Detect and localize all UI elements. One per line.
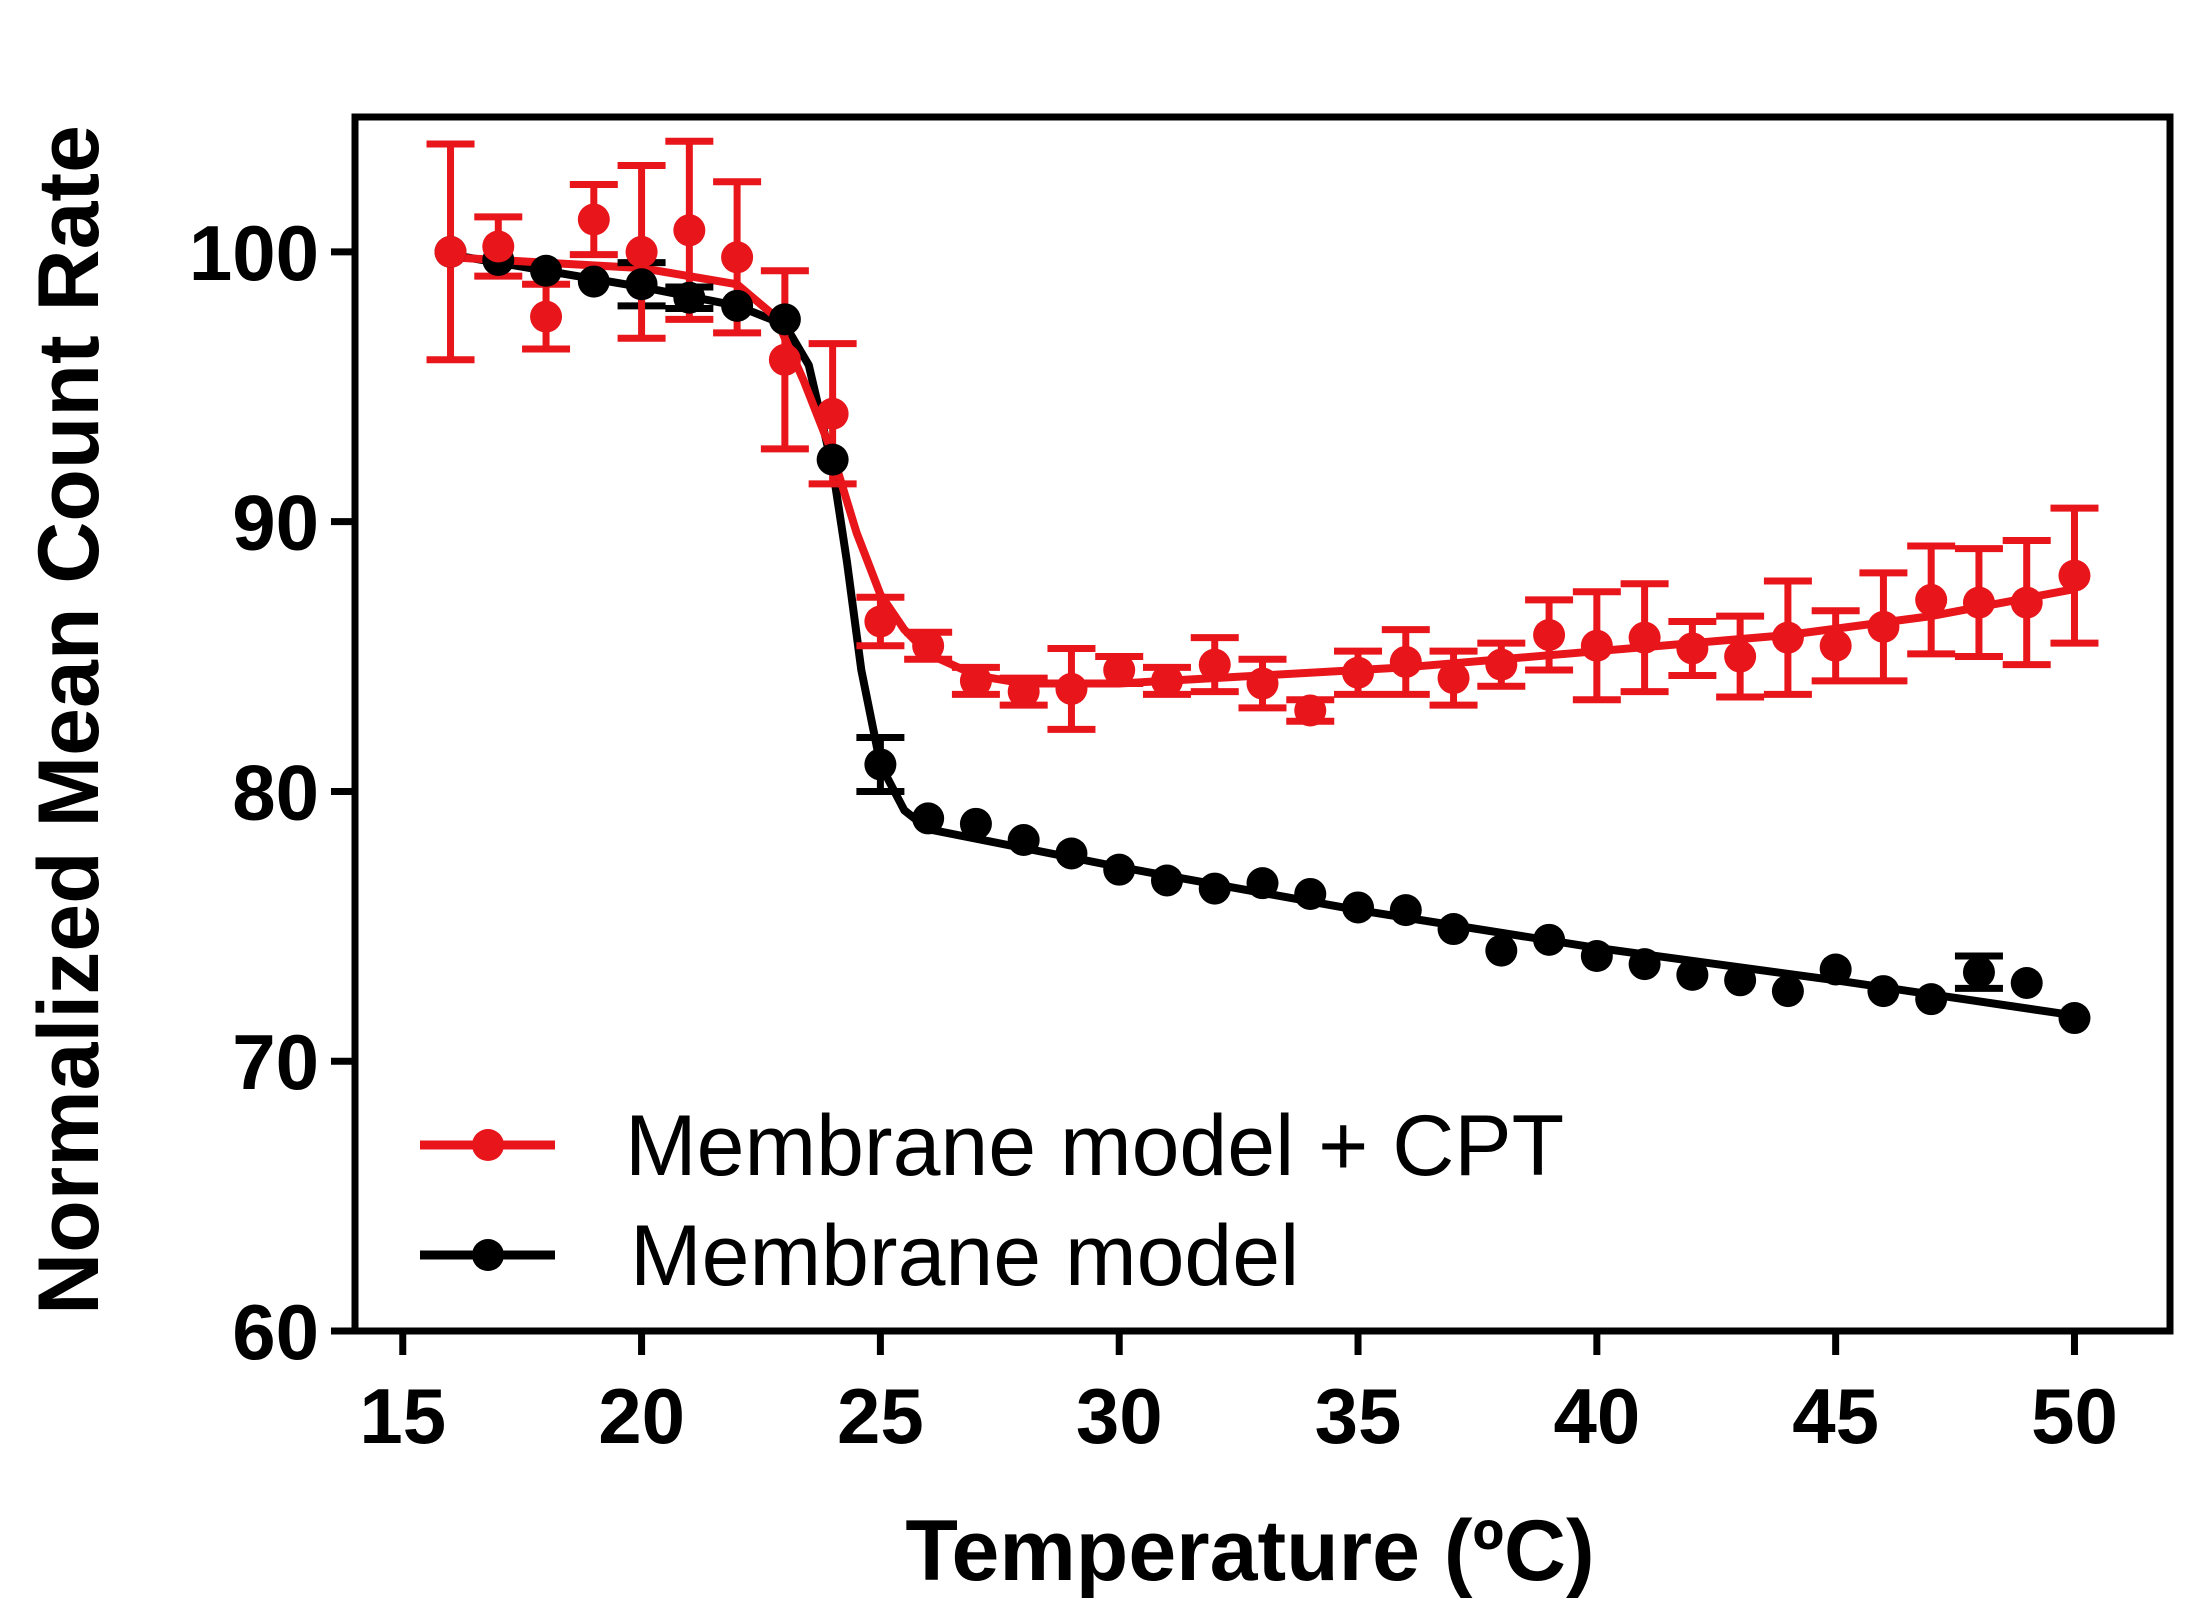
data-point-cpt — [1915, 583, 1948, 616]
axis-ticks: 15 20 25 30 35 40 45 50 60 70 80 90 100 — [189, 209, 2118, 1460]
data-point-model — [1055, 837, 1088, 870]
x-tick-label: 25 — [837, 1372, 924, 1460]
data-point-model — [1962, 956, 1995, 989]
y-tick-label: 70 — [232, 1018, 319, 1106]
data-point-cpt — [721, 241, 754, 274]
error-bars — [426, 137, 2099, 992]
data-point-cpt — [1389, 645, 1422, 678]
x-tick-label: 50 — [2031, 1372, 2118, 1460]
data-point-model — [864, 748, 897, 781]
data-point-model — [673, 281, 706, 314]
data-point-model — [1150, 864, 1183, 897]
data-point-model — [1485, 934, 1518, 967]
data-point-cpt — [1055, 672, 1088, 705]
x-tick-label: 15 — [359, 1372, 446, 1460]
data-point-model — [1389, 894, 1422, 927]
data-point-model — [1007, 824, 1040, 857]
x-tick-label: 35 — [1315, 1372, 1402, 1460]
y-tick-label: 100 — [189, 209, 319, 297]
legend-entry-cpt: Membrane model + CPT — [420, 1098, 1564, 1194]
data-point-model — [912, 802, 945, 835]
x-axis-title: Temperature (ºC) — [905, 1503, 1594, 1599]
fit-line-model — [446, 250, 2079, 1020]
data-point-cpt — [1485, 648, 1518, 681]
x-tick-label: 20 — [598, 1372, 685, 1460]
data-point-model — [1294, 877, 1327, 910]
data-point-cpt — [2058, 559, 2091, 592]
x-tick-label: 30 — [1076, 1372, 1163, 1460]
data-point-cpt — [1724, 640, 1757, 673]
data-point-cpt — [1867, 610, 1900, 643]
data-point-cpt — [959, 664, 992, 697]
data-point-cpt — [625, 235, 658, 268]
data-point-model — [1915, 983, 1948, 1016]
data-point-cpt — [1628, 621, 1661, 654]
data-point-cpt — [1198, 648, 1231, 681]
data-point-model — [1580, 940, 1613, 973]
data-point-cpt — [577, 203, 610, 236]
data-point-model — [1628, 948, 1661, 981]
data-point-cpt — [912, 629, 945, 662]
data-point-cpt — [816, 397, 849, 430]
data-point-cpt — [2010, 586, 2043, 619]
data-point-model — [1867, 975, 1900, 1008]
y-tick-label: 60 — [232, 1288, 319, 1376]
data-point-cpt — [1150, 664, 1183, 697]
data-point-model — [1724, 964, 1757, 997]
data-point-cpt — [1580, 629, 1613, 662]
data-point-cpt — [1819, 629, 1852, 662]
data-point-cpt — [1246, 667, 1279, 700]
x-tick-label: 40 — [1553, 1372, 1640, 1460]
data-point-model — [577, 265, 610, 298]
data-point-cpt — [768, 343, 801, 376]
plot-frame — [351, 113, 2174, 1335]
data-points — [434, 203, 2091, 1035]
legend-entry-model: Membrane model — [420, 1208, 1299, 1304]
data-point-model — [1819, 953, 1852, 986]
data-point-cpt — [434, 235, 467, 268]
data-point-model — [1198, 872, 1231, 905]
data-point-model — [768, 303, 801, 336]
data-point-model — [1533, 923, 1566, 956]
data-point-model — [1342, 891, 1375, 924]
data-point-model — [1103, 853, 1136, 886]
data-point-cpt — [1676, 632, 1709, 665]
data-point-model — [1246, 867, 1279, 900]
data-point-cpt — [1103, 654, 1136, 687]
legend-label-cpt: Membrane model + CPT — [625, 1098, 1564, 1194]
data-point-model — [721, 289, 754, 322]
data-point-cpt — [530, 300, 563, 333]
data-point-cpt — [1294, 694, 1327, 727]
y-axis-title: Normalized Mean Count Rate — [21, 125, 117, 1315]
legend-marker-model — [472, 1239, 504, 1271]
data-point-cpt — [1533, 618, 1566, 651]
data-point-model — [816, 443, 849, 476]
x-tick-label: 45 — [1792, 1372, 1879, 1460]
y-tick-label: 80 — [232, 748, 319, 836]
data-point-cpt — [1342, 656, 1375, 689]
data-point-model — [2010, 966, 2043, 999]
legend: Membrane model + CPT Membrane model — [420, 1098, 1564, 1304]
data-point-model — [1771, 975, 1804, 1008]
legend-label-model: Membrane model — [630, 1208, 1299, 1304]
data-point-model — [1676, 958, 1709, 991]
data-point-model — [1437, 913, 1470, 946]
data-point-cpt — [1962, 586, 1995, 619]
legend-marker-cpt — [472, 1129, 504, 1161]
data-point-cpt — [864, 605, 897, 638]
data-point-model — [625, 268, 658, 301]
data-point-cpt — [673, 214, 706, 247]
data-point-cpt — [1771, 621, 1804, 654]
data-point-cpt — [482, 230, 515, 263]
data-point-model — [959, 807, 992, 840]
data-point-model — [2058, 1002, 2091, 1035]
data-point-model — [530, 254, 563, 287]
y-tick-label: 90 — [232, 479, 319, 567]
data-point-cpt — [1007, 675, 1040, 708]
data-point-cpt — [1437, 662, 1470, 695]
